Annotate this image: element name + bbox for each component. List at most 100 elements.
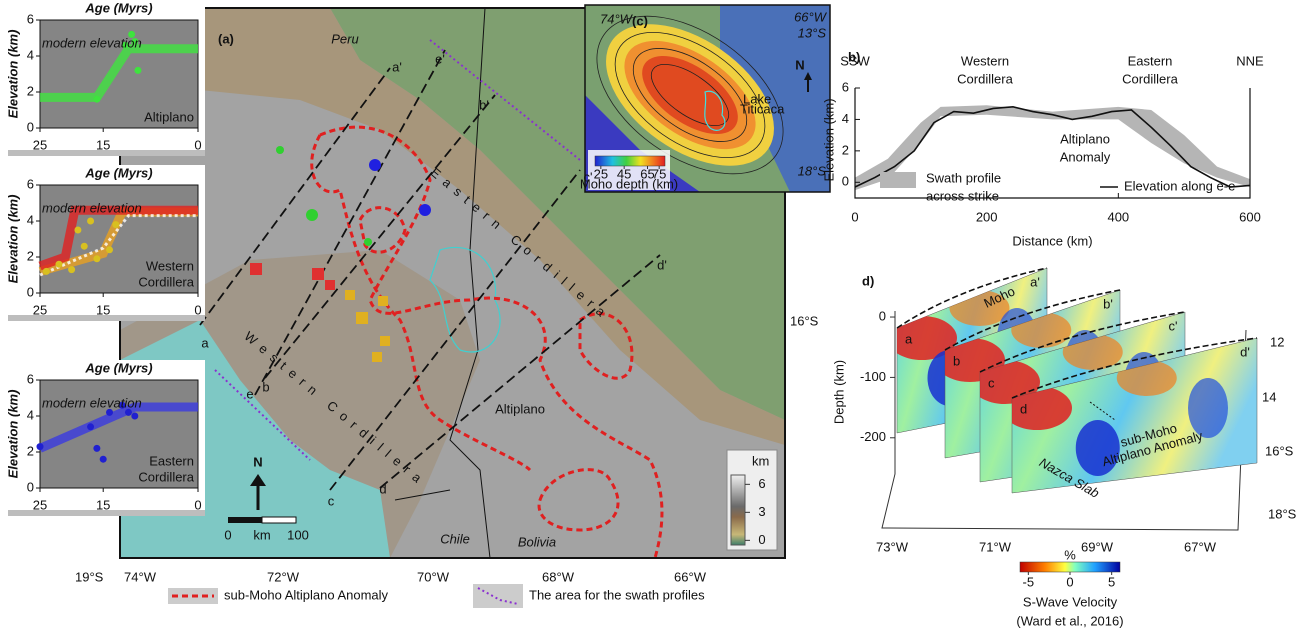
region-label: Altiplano xyxy=(144,109,194,124)
lon-label: 71°W xyxy=(979,539,1012,554)
site xyxy=(369,159,381,171)
note: modern elevation xyxy=(42,35,142,50)
coord-label: 66°W xyxy=(794,9,828,24)
scale-label: km xyxy=(253,527,270,542)
data-point xyxy=(112,221,119,228)
region-label: Altiplano xyxy=(495,401,545,416)
x-tick-label: 0 xyxy=(194,497,201,512)
y-tick-label: 0 xyxy=(27,119,34,134)
x-tick-label: 15 xyxy=(96,497,110,512)
lon-label: 74°W xyxy=(124,569,157,584)
y-tick-label: -100 xyxy=(860,369,886,384)
profile-label: b xyxy=(262,379,269,394)
site xyxy=(306,209,318,221)
y-tick-label: 2 xyxy=(842,142,849,157)
colorbar-tick-label: 0 xyxy=(1066,574,1073,589)
country-label: Peru xyxy=(331,31,358,46)
x-tick-label: 600 xyxy=(1239,209,1261,224)
site xyxy=(276,146,284,154)
x-tick-label: 15 xyxy=(96,137,110,152)
legend-label: Swath profile xyxy=(926,170,1001,185)
figure: Age (Myrs)Elevation (km)024625150modern … xyxy=(0,0,1309,631)
region-label: Cordillera xyxy=(138,469,194,484)
y-tick-label: 0 xyxy=(879,308,886,323)
region-label: Eastern xyxy=(149,453,194,468)
data-point xyxy=(74,227,81,234)
x-tick-label: 0 xyxy=(194,137,201,152)
country-label: Chile xyxy=(440,531,470,546)
slice-label: b' xyxy=(1103,296,1113,311)
data-point xyxy=(55,261,62,268)
region-label: Cordillera xyxy=(138,274,194,289)
elevation-colorbar xyxy=(731,475,745,545)
lat-label: 14 xyxy=(1262,389,1276,404)
end-label: SSW xyxy=(840,53,870,68)
country-label: Bolivia xyxy=(518,534,556,549)
inset-title: Age (Myrs) xyxy=(84,165,152,180)
colorbar-source: (Ward et al., 2016) xyxy=(1016,613,1123,628)
panel-label: d) xyxy=(862,273,874,288)
data-point xyxy=(68,266,75,273)
panel-label: (c) xyxy=(632,13,648,28)
site xyxy=(364,238,372,246)
north-label: N xyxy=(253,454,262,469)
y-axis-label: Depth (km) xyxy=(831,360,846,424)
colorbar-tick-label: -5 xyxy=(1023,574,1035,589)
x-tick-label: 400 xyxy=(1107,209,1129,224)
y-tick-label: -200 xyxy=(860,429,886,444)
profile-label: c xyxy=(328,493,335,508)
data-point xyxy=(81,243,88,250)
y-tick-label: 6 xyxy=(27,11,34,26)
range-label: Cordillera xyxy=(1122,71,1178,86)
scale-label: 0 xyxy=(224,527,231,542)
colorbar-title: Moho depth (km) xyxy=(580,176,678,191)
lon-label: 73°W xyxy=(876,539,909,554)
y-tick-label: 4 xyxy=(842,111,849,126)
scale-bar xyxy=(262,517,296,523)
site xyxy=(312,268,324,280)
y-axis-label: Elevation (km) xyxy=(5,30,20,119)
colorbar-unit: % xyxy=(1064,547,1076,562)
x-tick-label: 25 xyxy=(33,302,47,317)
data-point xyxy=(106,246,113,253)
profile-label: e xyxy=(246,386,253,401)
coord-label: 74°W xyxy=(600,11,634,26)
note: modern elevation xyxy=(42,200,142,215)
slice-label: a xyxy=(905,331,913,346)
slice-label: c xyxy=(988,375,995,390)
coord-label: 13°S xyxy=(798,25,827,40)
lake-label: Titicaca xyxy=(740,101,785,116)
slice-label: d' xyxy=(1240,344,1250,359)
profile-label: a' xyxy=(392,59,402,74)
y-tick-label: 0 xyxy=(27,479,34,494)
x-tick-label: 0 xyxy=(851,209,858,224)
site xyxy=(419,204,431,216)
lon-label: 72°W xyxy=(267,569,300,584)
anomaly-label: Anomaly xyxy=(1060,149,1111,164)
data-point xyxy=(131,413,138,420)
page: { "insets": [ {"title": "Age (Myrs)", "y… xyxy=(0,0,1309,631)
lat-label: 12 xyxy=(1270,334,1284,349)
slice-label: c' xyxy=(1169,318,1178,333)
slice-label: d xyxy=(1020,401,1027,416)
site xyxy=(345,290,355,300)
legend-tick-label: 3 xyxy=(758,504,765,519)
scale-label: 100 xyxy=(287,527,309,542)
site xyxy=(356,312,368,324)
range-label: Cordillera xyxy=(957,71,1013,86)
slice-label: a' xyxy=(1030,274,1040,289)
y-tick-label: 2 xyxy=(27,443,34,458)
legend-label: sub-Moho Altiplano Anomaly xyxy=(224,587,389,602)
x-tick-label: 15 xyxy=(96,302,110,317)
colorbar-tick-label: 5 xyxy=(1108,574,1115,589)
y-tick-label: 4 xyxy=(27,212,34,227)
y-tick-label: 6 xyxy=(842,79,849,94)
fast-anomaly xyxy=(1076,420,1120,476)
region-label: Western xyxy=(146,258,194,273)
y-tick-label: 6 xyxy=(27,176,34,191)
y-tick-label: 0 xyxy=(27,284,34,299)
y-tick-label: 4 xyxy=(27,47,34,62)
x-tick-label: 0 xyxy=(194,302,201,317)
legend-tick-label: 6 xyxy=(758,476,765,491)
note: modern elevation xyxy=(42,395,142,410)
